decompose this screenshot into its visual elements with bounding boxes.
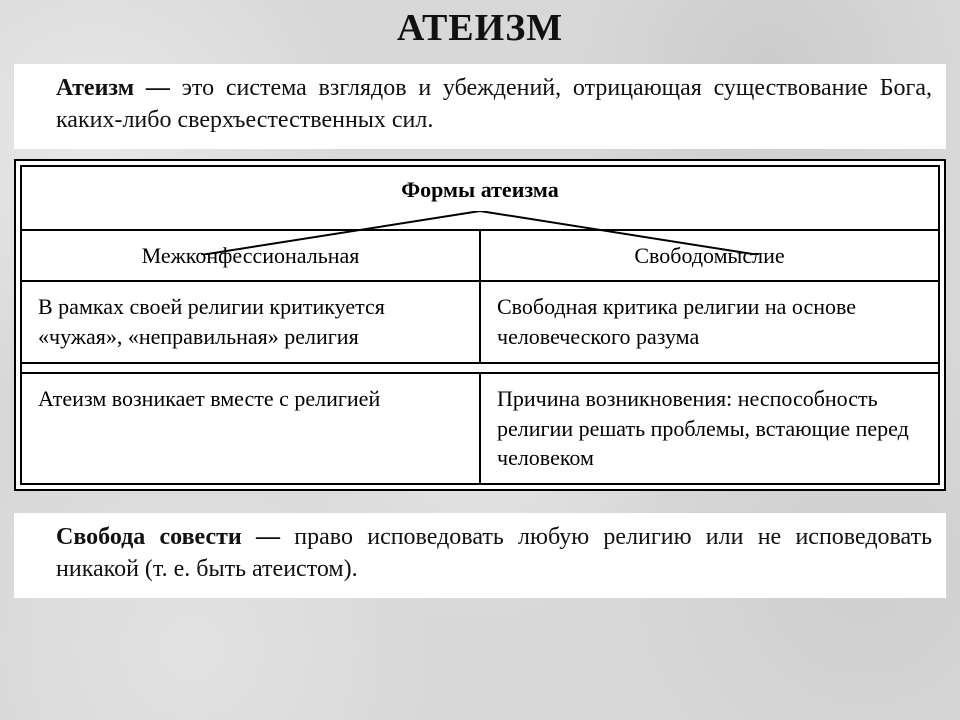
- footer-term: Свобода совести: [56, 524, 294, 550]
- row-gap: [22, 362, 938, 372]
- definition-text: это система взглядов и убеждений, отрица…: [56, 75, 932, 133]
- definition-term: Атеизм: [56, 75, 182, 101]
- col-left-note: Атеизм возникает вместе с религией: [22, 374, 479, 483]
- row-names: Межконфессиональная Свободомыслие: [22, 229, 938, 281]
- diagram-header-text: Формы атеизма: [401, 177, 559, 202]
- row-notes: Атеизм возникает вместе с религией Причи…: [22, 372, 938, 483]
- col-left-name: Межконфессиональная: [22, 231, 479, 281]
- col-right-name: Свободомыслие: [481, 231, 938, 281]
- diagram-header: Формы атеизма: [22, 167, 938, 229]
- footer-definition-block: Свобода совестиправо исповедовать любую …: [14, 513, 946, 598]
- definition-block: Атеизмэто система взглядов и убеждений, …: [14, 64, 946, 149]
- page-title: АТЕИЗМ: [0, 0, 960, 50]
- col-right-desc: Свободная критика религии на основе чело…: [481, 282, 938, 361]
- col-left-desc: В рамках своей религии критикуется «чужа…: [22, 282, 479, 361]
- row-desc: В рамках своей религии критикуется «чужа…: [22, 280, 938, 361]
- col-right-note: Причина возникновения: неспособность рел…: [481, 374, 938, 483]
- diagram-inner-frame: Формы атеизма Межконфессиональная Свобод…: [20, 165, 940, 485]
- diagram-outer-frame: Формы атеизма Межконфессиональная Свобод…: [14, 159, 946, 491]
